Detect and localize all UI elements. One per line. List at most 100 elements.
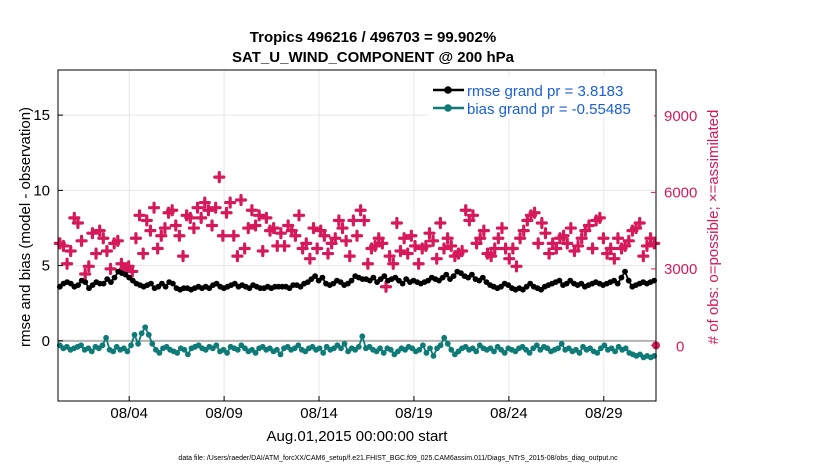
- rmse-data-point: [625, 277, 632, 284]
- y-axis-label: rmse and bias (model - observation): [17, 107, 34, 347]
- assimilated-count-marker: [622, 234, 635, 247]
- assimilated-count-marker: [274, 227, 287, 240]
- rmse-data-point: [348, 277, 355, 284]
- assimilated-count-marker: [311, 242, 324, 255]
- assimilated-count-marker: [604, 242, 617, 255]
- bias-data-point: [601, 342, 608, 349]
- bias-data-point: [341, 340, 348, 347]
- y-tick-label: 0: [42, 333, 50, 350]
- assimilated-count-marker: [394, 244, 407, 258]
- assimilated-count-marker: [477, 224, 490, 237]
- assimilated-count-marker: [129, 232, 143, 245]
- y2-tick-label: 6000: [664, 184, 697, 201]
- obs-zero-annotation: 0: [676, 338, 684, 355]
- bias-data-point: [142, 324, 149, 331]
- assimilated-count-marker: [97, 232, 110, 245]
- assimilated-count-marker: [474, 232, 487, 245]
- assimilated-count-marker: [466, 209, 480, 222]
- assimilated-count-marker: [528, 206, 541, 219]
- assimilated-count-marker: [144, 224, 157, 237]
- bias-data-point: [149, 340, 156, 347]
- y2-tick-label: 3000: [664, 261, 697, 278]
- assimilated-count-marker: [561, 237, 574, 250]
- series-layer: [53, 170, 661, 361]
- assimilated-count-marker: [597, 232, 610, 245]
- assimilated-count-marker: [57, 239, 70, 253]
- assimilated-count-marker: [213, 170, 226, 184]
- assimilated-count-marker: [292, 209, 306, 222]
- assimilated-count-marker: [347, 214, 360, 227]
- assimilated-count-marker: [513, 232, 527, 245]
- assimilated-count-marker: [60, 257, 74, 270]
- bias-data-point: [99, 342, 106, 349]
- assimilated-count-marker: [445, 239, 458, 253]
- assimilated-count-marker: [205, 219, 219, 232]
- data-file-footer: data file: /Users/raeder/DAI/ATM_forcXX/…: [178, 455, 618, 462]
- assimilated-count-marker: [253, 209, 266, 222]
- assimilated-count-marker: [64, 244, 77, 258]
- rmse-data-point: [100, 280, 107, 287]
- assimilated-count-marker: [151, 242, 164, 255]
- rmse-data-point: [108, 279, 114, 285]
- bias-data-point: [437, 342, 444, 349]
- assimilated-count-marker: [350, 229, 364, 242]
- assimilated-count-marker: [224, 196, 237, 209]
- assimilated-count-marker: [184, 211, 197, 224]
- assimilated-count-marker: [242, 221, 255, 235]
- assimilated-count-marker: [495, 221, 509, 235]
- x-tick-label: 08/14: [300, 405, 338, 422]
- rmse-data-point: [75, 282, 81, 288]
- assimilated-count-marker: [456, 244, 469, 258]
- bias-data-point: [355, 343, 362, 350]
- assimilated-count-marker: [111, 234, 124, 247]
- bias-data-point: [185, 351, 191, 358]
- rmse-data-point: [556, 277, 563, 284]
- rmse-data-point: [450, 273, 457, 279]
- rmse-data-point: [622, 268, 628, 275]
- assimilated-count-marker: [216, 229, 230, 242]
- bias-data-point: [224, 350, 231, 356]
- assimilated-count-marker: [398, 232, 411, 245]
- bias-data-point: [181, 346, 188, 353]
- assimilated-count-marker: [459, 204, 472, 217]
- assimilated-count-marker: [158, 221, 172, 235]
- bias-data-point: [448, 346, 455, 353]
- x-tick-label: 08/04: [110, 405, 148, 422]
- bias-data-point: [558, 340, 565, 347]
- assimilated-count-marker: [89, 247, 103, 260]
- assimilated-count-marker: [169, 219, 182, 232]
- bias-data-point: [491, 348, 497, 355]
- assimilated-count-marker: [176, 250, 190, 263]
- assimilated-count-marker: [343, 250, 356, 263]
- bias-data-point: [128, 342, 134, 349]
- assimilated-count-marker: [209, 201, 222, 214]
- legend: rmse grand pr = 3.8183 bias grand pr = -…: [428, 76, 654, 118]
- assimilated-count-marker: [437, 242, 451, 255]
- y-tick-label: 15: [33, 107, 50, 124]
- bias-data-point: [420, 342, 426, 349]
- legend-entry-rmse: rmse grand pr = 3.8183: [433, 83, 623, 100]
- assimilated-count-marker: [155, 229, 168, 242]
- y-tick-label: 5: [42, 258, 50, 275]
- assimilated-count-marker: [336, 221, 349, 235]
- bias-data-point: [359, 333, 366, 340]
- assimilated-count-marker: [93, 224, 106, 237]
- assimilated-count-marker: [231, 250, 244, 263]
- bias-data-point: [430, 353, 437, 359]
- bias-data-point: [387, 346, 394, 353]
- assimilated-count-marker: [593, 211, 606, 224]
- x-tick-label: 08/19: [395, 405, 433, 422]
- assimilated-count-marker: [376, 237, 389, 250]
- assimilated-count-marker: [427, 234, 440, 247]
- assimilated-count-marker: [321, 247, 335, 260]
- bias-data-point: [622, 345, 629, 352]
- assimilated-count-marker: [542, 247, 556, 260]
- bias-data-point: [444, 340, 451, 347]
- assimilated-count-marker: [557, 229, 570, 242]
- assimilated-count-marker: [434, 216, 447, 230]
- assimilated-count-marker: [303, 252, 316, 265]
- bias-data-point: [576, 350, 583, 356]
- rmse-data-point: [399, 280, 406, 287]
- rmse-data-point: [469, 271, 475, 278]
- assimilated-count-marker: [517, 224, 530, 237]
